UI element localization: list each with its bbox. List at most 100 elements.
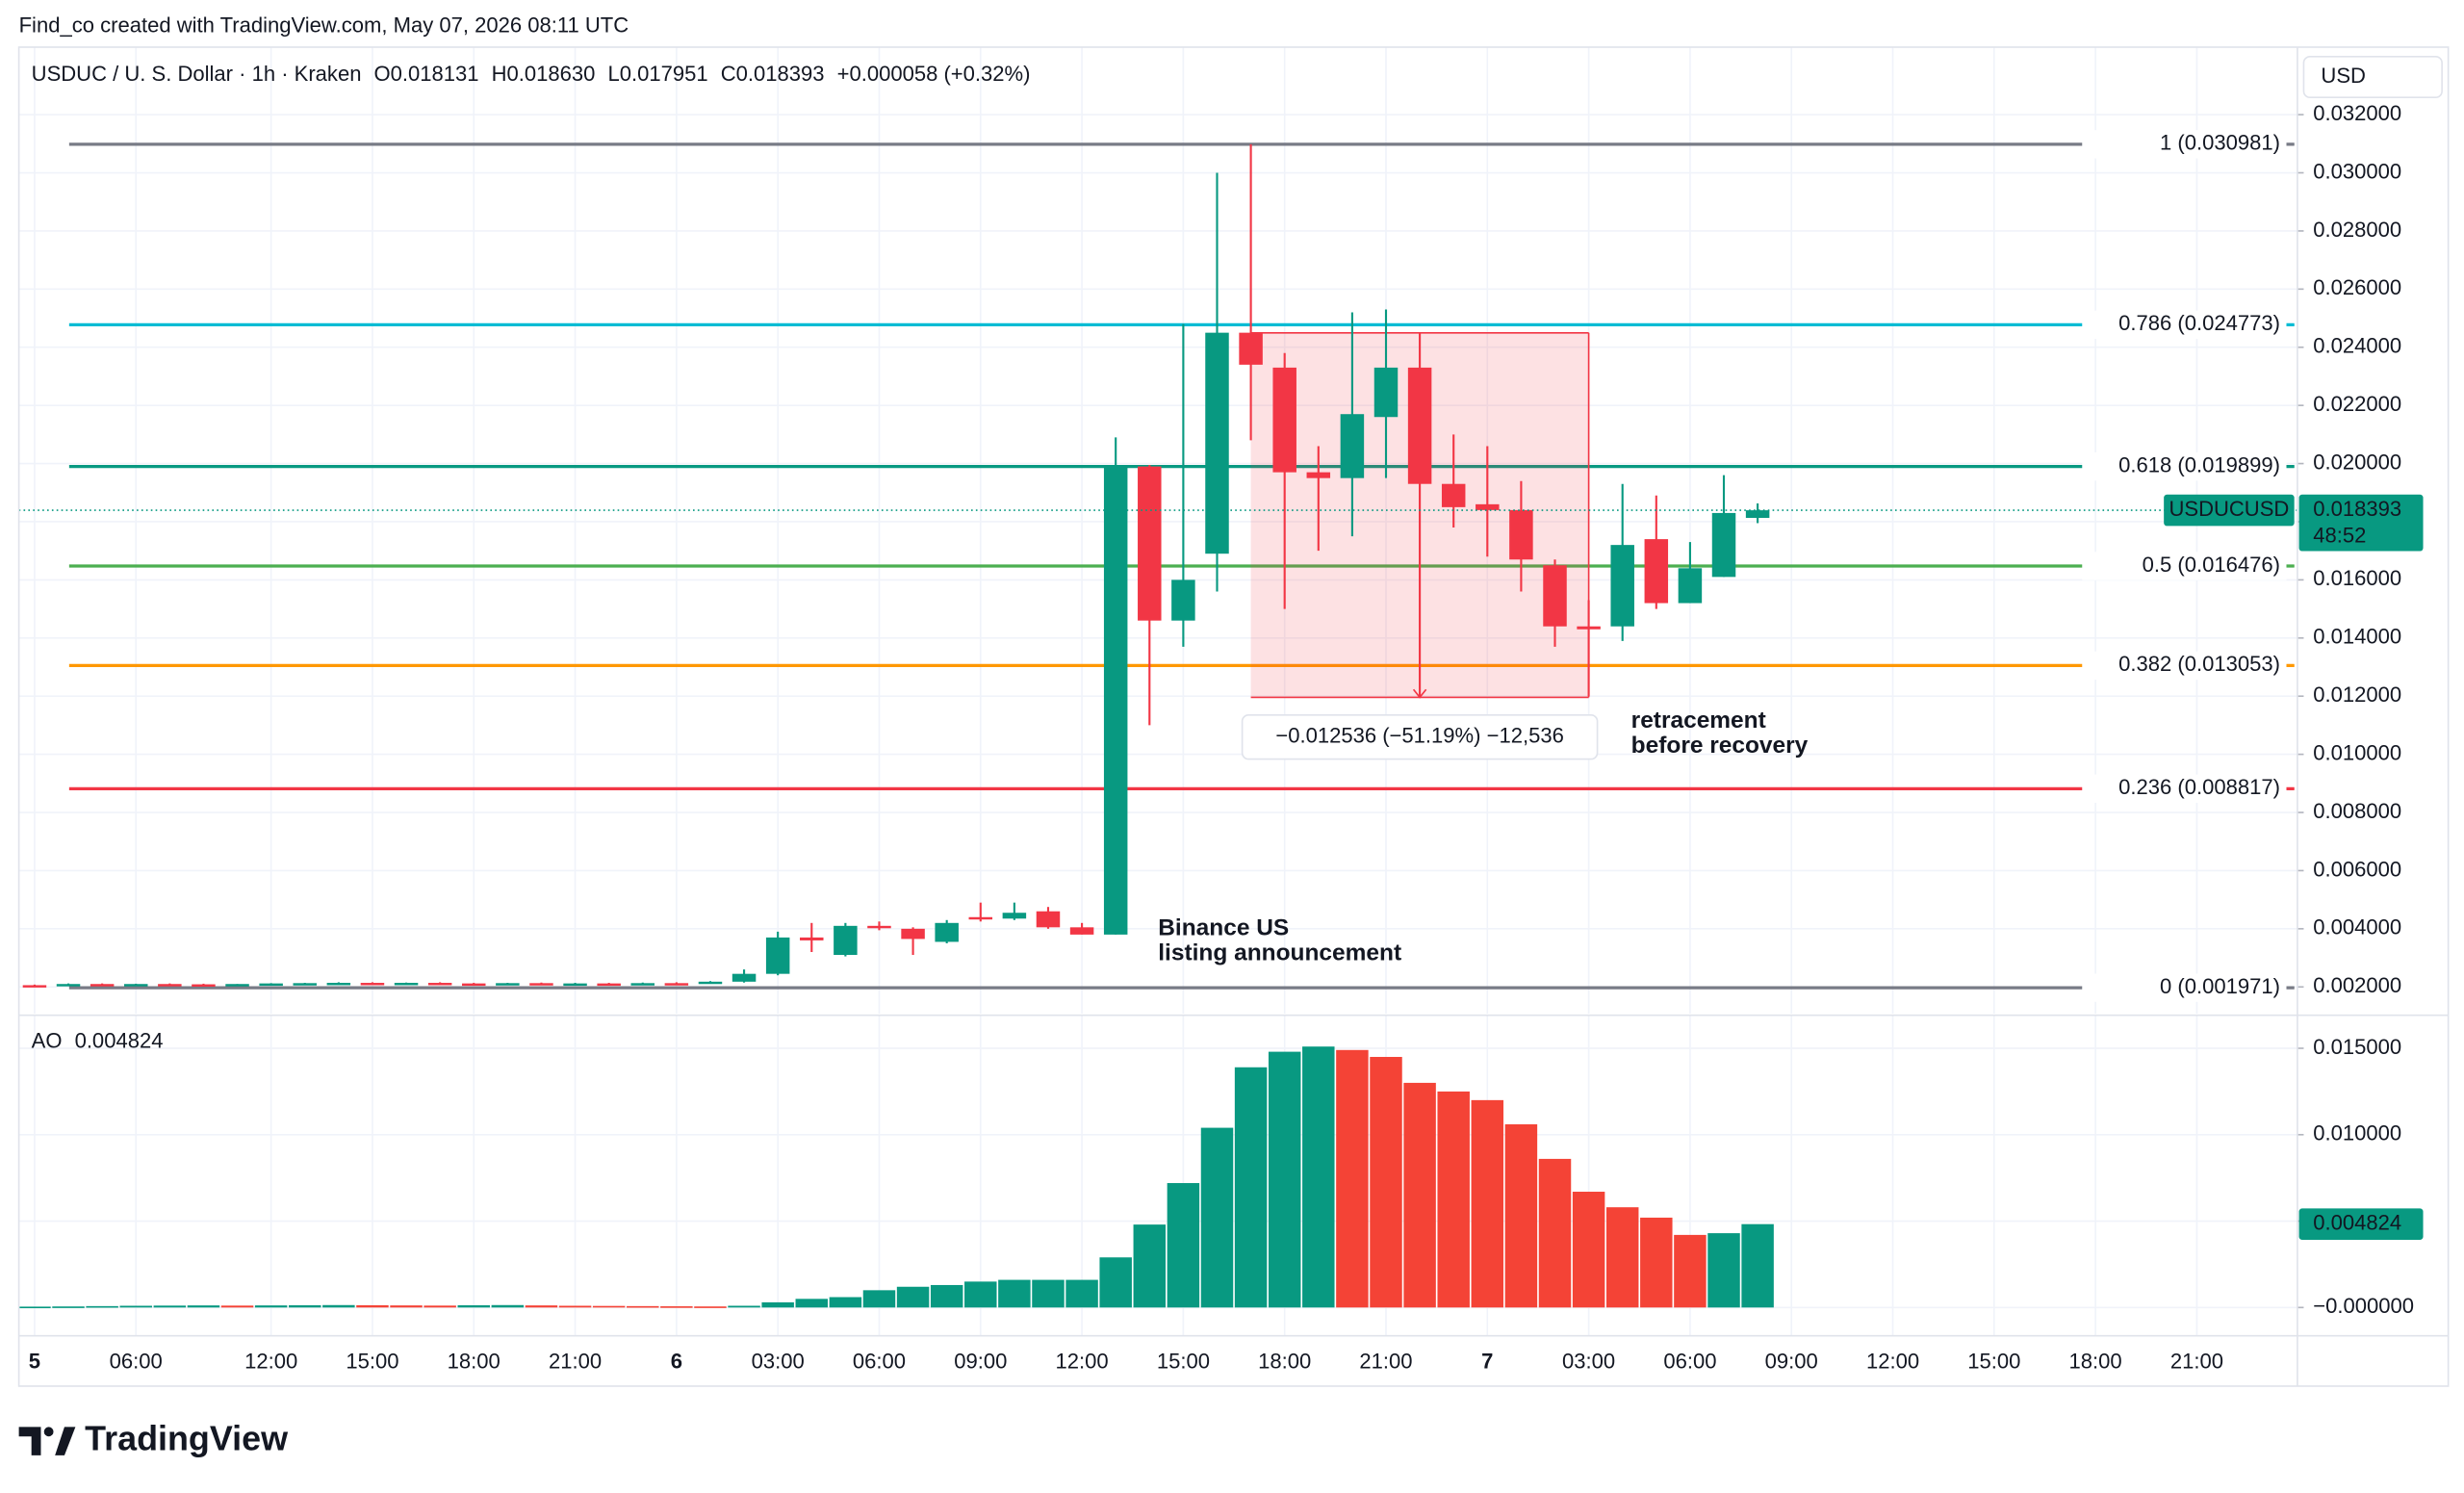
ao-bar bbox=[254, 1305, 288, 1308]
y-tick-label: 0.006000 bbox=[2313, 857, 2401, 881]
ao-bar bbox=[153, 1305, 187, 1308]
y-tick-label: 0.012000 bbox=[2313, 682, 2401, 707]
x-tick-label: 18:00 bbox=[2069, 1349, 2122, 1373]
candle-body bbox=[597, 983, 621, 987]
ao-bar bbox=[289, 1304, 321, 1308]
candle-body bbox=[1069, 927, 1094, 935]
annotation: Binance US bbox=[1158, 914, 1289, 940]
candle-body bbox=[1138, 466, 1162, 621]
y-tick-label: 0.022000 bbox=[2313, 392, 2401, 416]
y-tick-label: 0.032000 bbox=[2313, 101, 2401, 125]
ao-bar bbox=[119, 1305, 152, 1308]
candle-body bbox=[1340, 414, 1365, 478]
change: +0.000058 (+0.32%) bbox=[837, 62, 1031, 86]
ao-bar bbox=[1538, 1158, 1572, 1308]
candle-body bbox=[225, 984, 249, 987]
candle-body bbox=[360, 983, 385, 986]
x-tick-label: 18:00 bbox=[1258, 1349, 1311, 1373]
candle-body bbox=[563, 983, 587, 987]
candle-body bbox=[1036, 911, 1061, 928]
symbol-tag bbox=[2164, 494, 2295, 527]
axis-layer: 5 06:00 12:00 15:00 18:00 21:00 6 03:00 06:00 09:… bbox=[29, 62, 2424, 1373]
candle-body bbox=[22, 985, 47, 988]
candle-body bbox=[1205, 332, 1229, 554]
candle-body bbox=[765, 937, 790, 974]
fib-label-bg bbox=[2082, 130, 2287, 159]
ao-bar bbox=[829, 1297, 862, 1308]
candle-body bbox=[1644, 539, 1669, 604]
candle-body bbox=[1543, 565, 1567, 627]
fib-label: 1 (0.030981) bbox=[2160, 131, 2280, 155]
y-tick-label: 0.008000 bbox=[2313, 799, 2401, 823]
y-tick-label: 0.002000 bbox=[2313, 973, 2401, 997]
ao-bar bbox=[1234, 1067, 1268, 1308]
measure-label-box bbox=[1241, 714, 1599, 760]
currency[interactable]: USD bbox=[2321, 64, 2366, 88]
ao-bar bbox=[558, 1305, 592, 1308]
ao-bar bbox=[1302, 1046, 1335, 1308]
fib-label-bg bbox=[2082, 651, 2287, 681]
ao-bar bbox=[592, 1305, 626, 1308]
ao-bar bbox=[1741, 1223, 1774, 1308]
symbol-title: USDUC / U. S. Dollar · 1h · Kraken bbox=[32, 62, 362, 86]
ao-bar bbox=[187, 1305, 220, 1308]
ao-value: 0.004824 bbox=[75, 1028, 164, 1052]
ao-bar bbox=[1268, 1051, 1301, 1308]
candle-body bbox=[1509, 509, 1533, 560]
candle-body bbox=[1306, 472, 1331, 478]
annotation: retracement bbox=[1631, 708, 1766, 734]
ao-bar bbox=[1200, 1127, 1234, 1308]
ohlc-key: O bbox=[374, 62, 391, 86]
fib-label: 0.5 (0.016476) bbox=[2143, 553, 2280, 577]
ao-bar bbox=[862, 1290, 896, 1308]
fib-label-bg bbox=[2082, 310, 2287, 340]
ohlc-value: 0.017951 bbox=[620, 62, 708, 86]
price-tag bbox=[2298, 494, 2424, 552]
ao-bar bbox=[660, 1306, 693, 1308]
ao-bar bbox=[1674, 1234, 1707, 1308]
ao-bar bbox=[1403, 1082, 1436, 1308]
candle-body bbox=[56, 984, 81, 987]
candle-body bbox=[427, 983, 452, 986]
ao-bar bbox=[356, 1304, 389, 1308]
ao-bar bbox=[1605, 1207, 1639, 1308]
ao-bar bbox=[795, 1299, 829, 1308]
candle-body bbox=[698, 981, 723, 985]
candle-body bbox=[192, 984, 216, 987]
ao-bar bbox=[1504, 1123, 1538, 1308]
x-tick-label: 5 bbox=[29, 1349, 40, 1373]
ao-bar bbox=[1437, 1091, 1470, 1308]
ao-bar bbox=[322, 1304, 355, 1308]
candle-body bbox=[462, 983, 486, 987]
fib-label: 0 (0.001971) bbox=[2160, 974, 2280, 998]
logo-mark bbox=[18, 1427, 76, 1455]
ohlc-value: 0.018393 bbox=[736, 62, 825, 86]
x-tick-label: 03:00 bbox=[752, 1349, 805, 1373]
x-tick-label: 06:00 bbox=[853, 1349, 906, 1373]
y-tick-label: 0.024000 bbox=[2313, 334, 2401, 358]
x-tick-label: 06:00 bbox=[110, 1349, 163, 1373]
price-tag-label: 0.018393 bbox=[2313, 497, 2401, 521]
currency-button[interactable] bbox=[2302, 55, 2443, 99]
ao-bar bbox=[1471, 1099, 1504, 1308]
x-tick-label: 03:00 bbox=[1562, 1349, 1615, 1373]
ohlc-key: H bbox=[492, 62, 507, 86]
candle-body bbox=[1476, 503, 1500, 510]
candle-body bbox=[968, 916, 993, 920]
ao-tag-label: 0.004824 bbox=[2313, 1211, 2401, 1235]
fib-label: 0.236 (0.008817) bbox=[2118, 775, 2280, 799]
candle-body bbox=[935, 922, 959, 942]
y-tick-label: 0.030000 bbox=[2313, 159, 2401, 183]
y-tick-label: 0.004000 bbox=[2313, 915, 2401, 940]
y-tick-label: 0.028000 bbox=[2313, 218, 2401, 242]
annotation: listing announcement bbox=[1158, 940, 1401, 965]
ao-bar bbox=[18, 1306, 51, 1309]
fib-label: 0.382 (0.013053) bbox=[2118, 652, 2280, 676]
ao-bar bbox=[220, 1305, 254, 1308]
candle-body bbox=[1171, 579, 1195, 621]
ao-bar bbox=[627, 1305, 659, 1308]
x-tick-label: 15:00 bbox=[1157, 1349, 1210, 1373]
candle-body bbox=[1407, 367, 1432, 484]
credit: Find_co created with TradingView.com, Ma… bbox=[19, 13, 629, 38]
